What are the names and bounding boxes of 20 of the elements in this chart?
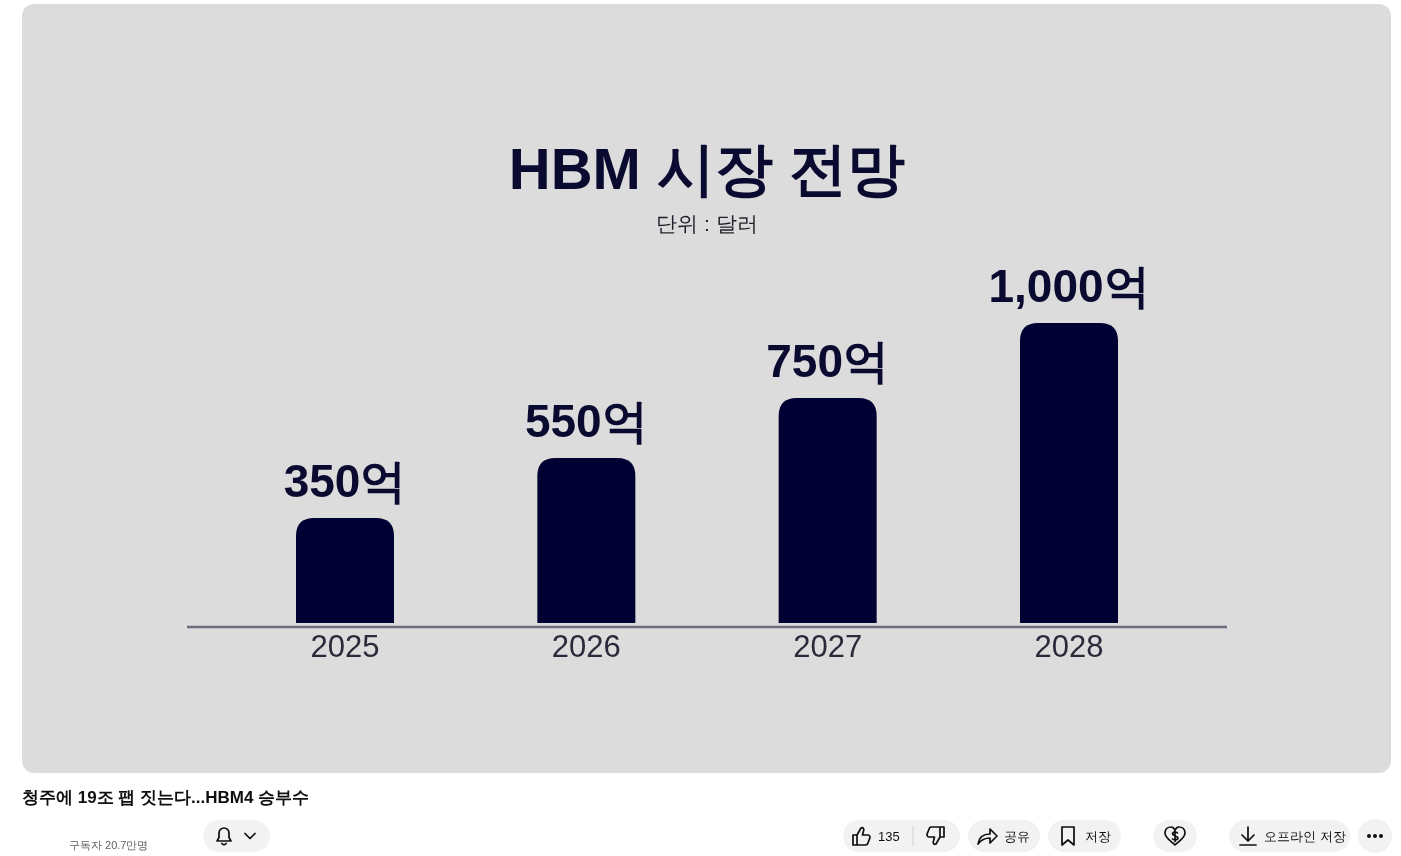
text: 구독자 20.7만명 bbox=[69, 839, 149, 851]
bar bbox=[778, 398, 877, 623]
x-tick-label: 2028 bbox=[1034, 629, 1104, 664]
x-tick-label: 2027 bbox=[793, 629, 863, 664]
data-label: 1,000억 bbox=[988, 260, 1150, 312]
text: 청주에 19조 팹 짓는다...HBM4 승부수 bbox=[22, 788, 310, 807]
data-label: 750억 bbox=[766, 335, 890, 387]
bar bbox=[537, 458, 636, 623]
data-label: 350억 bbox=[283, 455, 407, 507]
bar bbox=[1020, 323, 1118, 623]
text: 공유 bbox=[1004, 829, 1030, 844]
chart-title: HBM 시장 전망 bbox=[508, 136, 906, 201]
data-label: 550억 bbox=[524, 395, 648, 447]
chart-subtitle: 단위 : 달러 bbox=[656, 212, 758, 235]
x-tick-label: 2025 bbox=[310, 629, 380, 664]
bar bbox=[296, 518, 394, 623]
text: 저장 bbox=[1085, 829, 1111, 844]
text: 135 bbox=[878, 829, 900, 844]
text: 오프라인 저장 bbox=[1264, 829, 1346, 844]
x-tick-label: 2026 bbox=[551, 629, 621, 664]
